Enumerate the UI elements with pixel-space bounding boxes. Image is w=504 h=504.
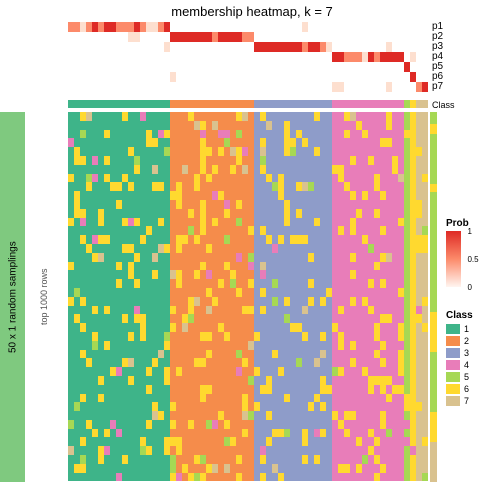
probability-heatmap [68, 22, 428, 102]
prob-label: p7 [432, 82, 443, 92]
class-swatch [446, 372, 460, 382]
class-swatch [446, 348, 460, 358]
class-swatch [446, 396, 460, 406]
class-legend-item: 6 [446, 383, 502, 395]
class-segment [170, 100, 254, 108]
class-legend-item: 4 [446, 359, 502, 371]
class-bar-label: Class [432, 100, 455, 110]
class-annotation-bar [68, 100, 428, 108]
prob-legend-gradient [446, 231, 461, 287]
class-legend-item: 1 [446, 323, 502, 335]
class-legend-label: 6 [464, 384, 469, 394]
rows-label: top 1000 rows [34, 112, 54, 482]
class-legend-label: 3 [464, 348, 469, 358]
class-segment [416, 100, 428, 108]
class-legend-item: 2 [446, 335, 502, 347]
prob-legend-title: Prob [446, 218, 502, 229]
class-legend-label: 1 [464, 324, 469, 334]
class-legend-label: 2 [464, 336, 469, 346]
class-swatch [446, 360, 460, 370]
class-legend: Class 1 2 3 4 5 6 7 [446, 310, 502, 407]
class-legend-items: 1 2 3 4 5 6 7 [446, 323, 502, 407]
class-legend-label: 4 [464, 360, 469, 370]
class-legend-item: 5 [446, 371, 502, 383]
class-segment [254, 100, 332, 108]
class-segment [68, 100, 170, 108]
class-swatch [446, 336, 460, 346]
class-legend-item: 7 [446, 395, 502, 407]
class-swatch [446, 324, 460, 334]
class-side-bar [430, 112, 437, 482]
class-legend-label: 5 [464, 372, 469, 382]
class-segment [332, 100, 404, 108]
class-legend-label: 7 [464, 396, 469, 406]
prob-legend-ticks: 10.50 [465, 231, 485, 287]
main-heatmap [68, 112, 428, 482]
class-legend-item: 3 [446, 347, 502, 359]
chart-container: membership heatmap, k = 7 p1p2p3p4p5p6p7… [0, 0, 504, 504]
sampling-label: 50 x 1 random samplings [3, 112, 23, 482]
probability-legend: Prob 10.50 [446, 218, 502, 287]
class-swatch [446, 384, 460, 394]
probability-row-labels: p1p2p3p4p5p6p7 [432, 22, 443, 92]
class-legend-title: Class [446, 310, 502, 321]
chart-title: membership heatmap, k = 7 [0, 4, 504, 19]
